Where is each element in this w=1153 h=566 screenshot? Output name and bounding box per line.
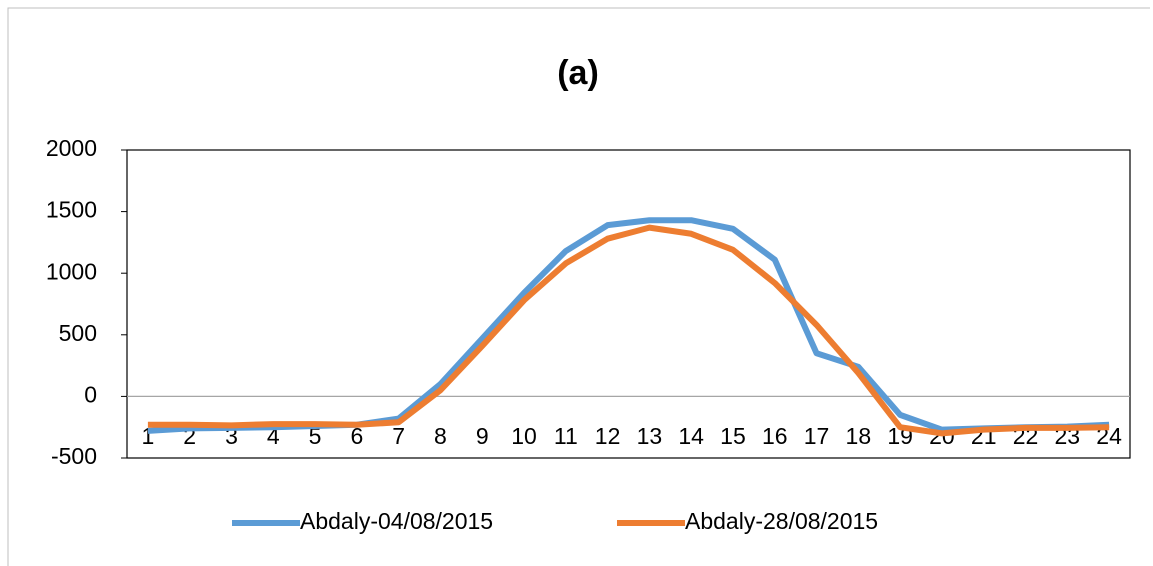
series-line	[147, 224, 1110, 437]
plot-area	[126, 149, 1131, 459]
y-tick-label: 1000	[46, 258, 97, 284]
chart-frame	[7, 7, 1150, 566]
x-tick-label: 11	[554, 423, 578, 449]
chart-title: (a)	[557, 54, 599, 92]
x-tick-label: 16	[762, 423, 788, 449]
x-tick-label: 12	[595, 423, 621, 449]
x-tick-label: 18	[846, 423, 872, 449]
series-line	[147, 217, 1110, 434]
x-tick-label: 6	[350, 423, 363, 449]
legend-label: Abdaly-28/08/2015	[685, 508, 878, 534]
x-tick-label: 8	[434, 423, 447, 449]
y-tick-label: -500	[51, 443, 97, 469]
y-tick-label: 1500	[46, 197, 97, 223]
legend-label: Abdaly-04/08/2015	[300, 508, 493, 534]
y-tick-label: 0	[84, 381, 97, 407]
y-tick-label: 2000	[46, 135, 97, 161]
x-tick-label: 9	[476, 423, 489, 449]
y-tick-label: 500	[59, 320, 97, 346]
x-tick-label: 13	[637, 423, 663, 449]
x-tick-label: 14	[678, 423, 704, 449]
x-tick-label: 15	[720, 423, 746, 449]
x-tick-label: 17	[804, 423, 830, 449]
x-tick-label: 5	[309, 423, 322, 449]
x-tick-label: 7	[392, 423, 405, 449]
x-tick-label: 10	[511, 423, 537, 449]
